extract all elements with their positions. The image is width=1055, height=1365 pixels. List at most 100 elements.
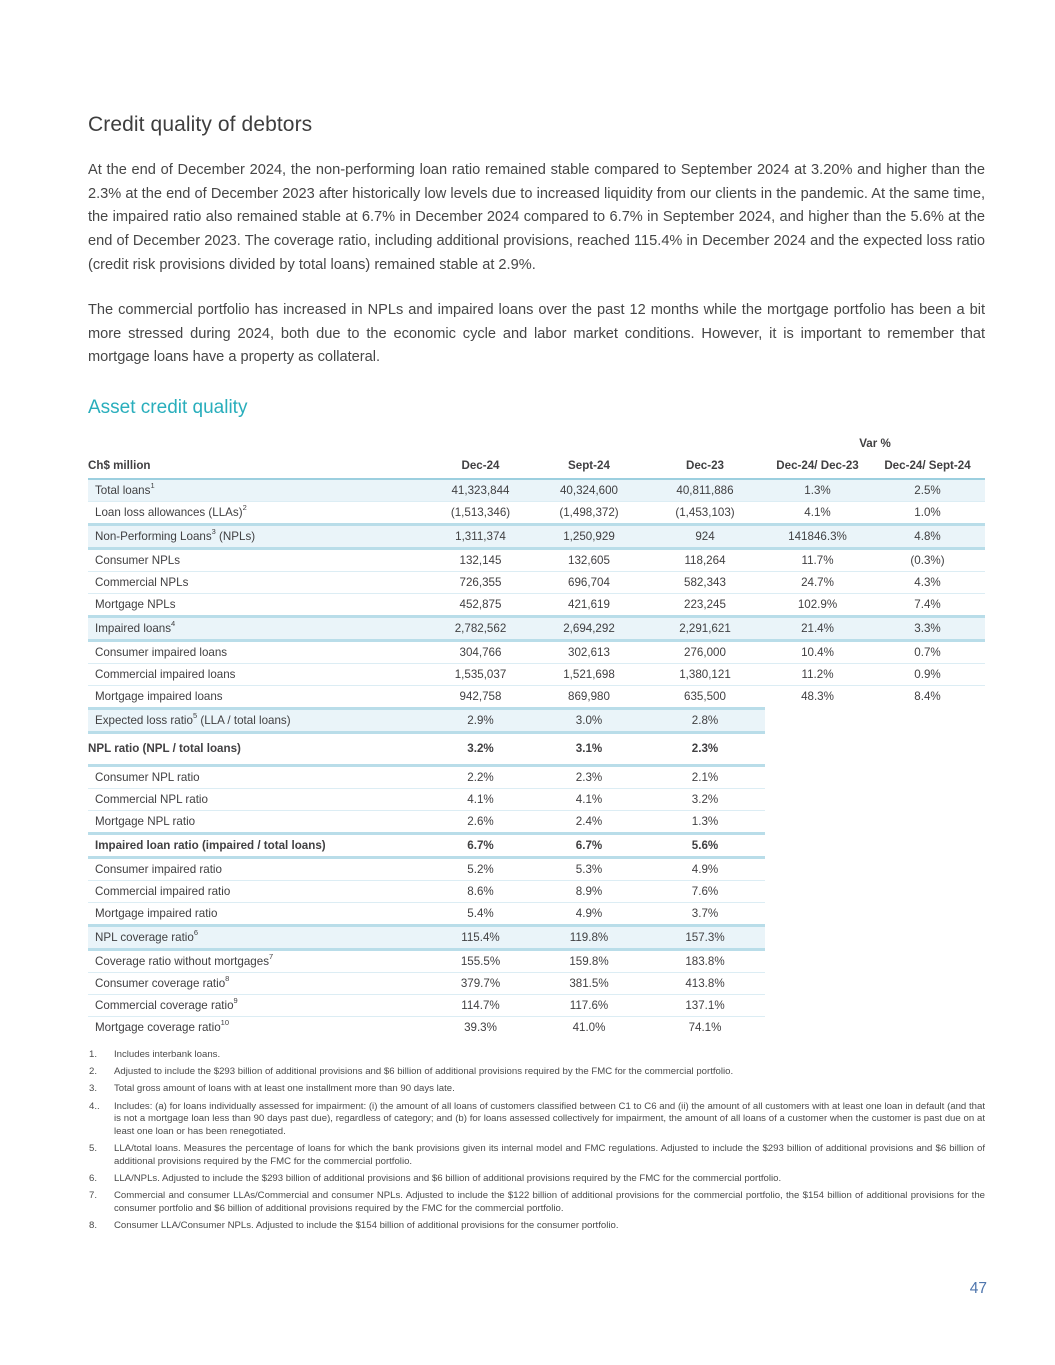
table-row: Coverage ratio without mortgages7 155.5% 1…: [88, 951, 765, 972]
footnote-text: LLA/NPLs. Adjusted to include the $293 b…: [114, 1172, 782, 1184]
footnote-number: 3.: [89, 1083, 98, 1095]
cell-value: 4.1%: [467, 792, 494, 806]
cell-value: 942,758: [459, 689, 502, 703]
row-label: NPL coverage ratio6: [95, 927, 198, 944]
footnote-text: Includes: (a) for loans individually ass…: [114, 1100, 985, 1137]
cell-value: 5.2%: [467, 862, 494, 876]
table-rule: [88, 972, 765, 974]
cell-value: 635,500: [684, 689, 726, 703]
cell-value: 21.4%: [801, 621, 834, 635]
cell-value: 2.1%: [691, 770, 719, 784]
cell-value: 2,694,292: [563, 621, 615, 635]
cell-value: 4.1%: [575, 792, 603, 806]
cell-value: 0.7%: [914, 645, 941, 659]
footnote-text: Consumer LLA/Consumer NPLs. Adjusted to …: [114, 1219, 619, 1231]
cell-value: 2.4%: [575, 814, 603, 828]
footnote-reference: 9: [233, 995, 238, 1005]
footnote-text: LLA/total loans. Measures the percentage…: [114, 1143, 985, 1167]
table-row: Mortgage NPLs 452,875 421,619 223,245 102.9%…: [88, 594, 985, 615]
cell-value: 7.4%: [914, 597, 941, 611]
cell-value: 413.8%: [685, 976, 725, 990]
cell-value: 304,766: [459, 645, 502, 659]
cell-value: 74.1%: [688, 1020, 722, 1034]
footnote: 2. Adjusted to include the $293 billion o…: [88, 1066, 985, 1079]
row-label: Impaired loans4: [95, 618, 176, 635]
table-row: Non-Performing Loans3 (NPLs) 1,311,374 1,2…: [88, 526, 985, 548]
table-header-rule: [88, 478, 985, 481]
row-label: Commercial NPLs: [95, 575, 189, 589]
row-label: Mortgage coverage ratio10: [95, 1017, 230, 1034]
row-label: Commercial impaired ratio: [95, 884, 231, 898]
cell-value: 1,535,037: [454, 667, 507, 681]
row-label: Mortgage NPL ratio: [95, 814, 196, 828]
table-rule: [88, 856, 765, 860]
column-header: Dec-23: [685, 459, 725, 473]
cell-value: 452,875: [459, 597, 502, 611]
table-row: Mortgage impaired ratio 5.4% 4.9% 3.7%: [88, 903, 765, 924]
cell-value: 2.9%: [467, 713, 494, 727]
table-row: NPL ratio (NPL / total loans) 3.2% 3.1% 2.3…: [88, 734, 765, 764]
table-rule: [88, 639, 985, 643]
cell-value: 183.8%: [685, 954, 725, 968]
row-label: Consumer NPL ratio: [95, 770, 200, 784]
footnote-number: 5.: [89, 1143, 98, 1155]
cell-value: 2.6%: [467, 814, 494, 828]
cell-value: 132,605: [568, 553, 610, 567]
cell-value: 8.9%: [575, 884, 603, 898]
footnote: 8. Consumer LLA/Consumer NPLs. Adjusted t…: [88, 1220, 985, 1233]
cell-value: 10.4%: [801, 645, 834, 659]
cell-value: 8.6%: [467, 884, 494, 898]
column-header: Dec-24/ Dec-23: [776, 459, 859, 473]
cell-value: (0.3%): [910, 553, 945, 567]
table-rule: [88, 832, 765, 836]
cell-value: 11.2%: [801, 667, 834, 681]
cell-value: 117.6%: [569, 998, 609, 1012]
row-label: Mortgage NPLs: [95, 597, 176, 611]
table-row: Consumer NPL ratio 2.2% 2.3% 2.1%: [88, 767, 765, 788]
footnote-reference: 4: [171, 618, 176, 628]
var-group-header: Var %: [88, 435, 985, 455]
table-row: Commercial impaired ratio 8.6% 8.9% 7.6%: [88, 881, 765, 902]
cell-value: 1,521,698: [563, 667, 615, 681]
table-row: Consumer NPLs 132,145 132,605 118,264 11.7% (…: [88, 550, 985, 571]
cell-value: (1,498,372): [559, 505, 619, 519]
cell-value: 2,291,621: [679, 621, 731, 635]
table-row: Impaired loan ratio (impaired / total lo…: [88, 835, 765, 856]
footnotes: 1. Includes interbank loans. 2. Adjusted to…: [88, 1049, 985, 1232]
section-title-asset-credit-quality: Asset credit quality: [88, 397, 248, 419]
footnote-reference: 6: [193, 927, 198, 937]
cell-value: 3.3%: [914, 621, 941, 635]
row-label: Consumer impaired ratio: [95, 862, 222, 876]
row-label: Commercial impaired loans: [95, 667, 236, 681]
footnote-number: 8.: [89, 1219, 98, 1231]
footnote-number: 7.: [89, 1190, 98, 1202]
table-row: Consumer coverage ratio8 379.7% 381.5% 413.…: [88, 973, 765, 994]
page-content: Credit quality of debtors At the end of …: [88, 0, 985, 1237]
table-row: Commercial NPLs 726,355 696,704 582,343 24.7…: [88, 572, 985, 593]
table-rule: [88, 547, 985, 551]
cell-value: 8.4%: [914, 689, 941, 703]
table-row: Total loans1 41,323,844 40,324,600 40,811,8…: [88, 480, 985, 502]
footnote: 6. LLA/NPLs. Adjusted to include the $293…: [88, 1173, 985, 1186]
footnote-number: 4..: [89, 1100, 100, 1112]
table-rule: [88, 994, 765, 996]
cell-value: 119.8%: [569, 930, 609, 944]
table-rule: [88, 615, 985, 619]
row-label: Mortgage impaired loans: [95, 689, 223, 703]
cell-value: 118,264: [684, 553, 726, 567]
cell-value: 1.0%: [914, 505, 941, 519]
cell-value: 41.0%: [572, 1020, 606, 1034]
cell-value: 3.0%: [575, 713, 603, 727]
cell-value: 5.4%: [467, 906, 494, 920]
row-label: Consumer NPLs: [95, 553, 181, 567]
cell-value: 159.8%: [569, 954, 609, 968]
row-label: Coverage ratio without mortgages7: [95, 951, 274, 968]
paragraph-portfolio: The commercial portfolio has increased i…: [88, 302, 985, 366]
cell-value: 6.7%: [575, 838, 603, 852]
var-percent-label: Var %: [859, 437, 891, 451]
table-rule: [88, 571, 985, 573]
cell-value: 2.8%: [691, 713, 719, 727]
row-label: Consumer coverage ratio8: [95, 973, 230, 990]
footnote: 4.. Includes: (a) for loans individually …: [88, 1101, 985, 1139]
